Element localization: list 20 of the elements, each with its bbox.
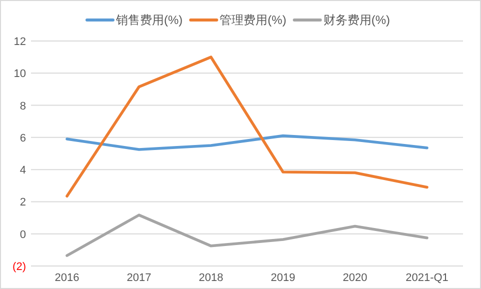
legend-label: 销售费用(%) (114, 13, 183, 27)
y-tick-label: (2) (12, 261, 26, 273)
x-tick-label: 2019 (270, 272, 296, 284)
y-tick-label: 6 (20, 132, 26, 144)
line-series (66, 134, 428, 151)
x-tick-label: 2021-Q1 (406, 272, 448, 284)
y-tick-label: 4 (20, 164, 26, 177)
x-tick-label: 2017 (126, 272, 152, 284)
y-tick-label: 8 (20, 100, 26, 112)
line-series (66, 214, 428, 257)
y-tick-label: 2 (20, 196, 26, 209)
y-tick-label: 0 (20, 228, 26, 241)
line-series (66, 56, 428, 198)
x-tick-label: 2020 (342, 272, 368, 284)
x-tick-label: 2016 (54, 272, 80, 284)
legend-label: 财务费用(%) (323, 13, 390, 27)
x-tick-label: 2018 (198, 272, 224, 284)
legend-label: 管理费用(%) (220, 13, 286, 27)
y-tick-label: 10 (14, 68, 26, 80)
y-tick-label: 12 (14, 36, 26, 48)
